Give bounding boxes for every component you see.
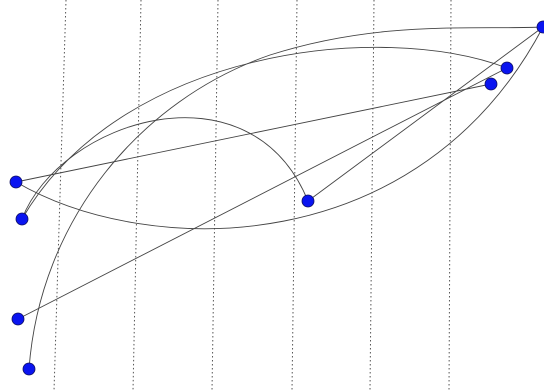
node-dot-7[interactable] xyxy=(500,61,514,75)
edge-curve-bottom-arc xyxy=(15,26,544,230)
guide-line-4 xyxy=(291,0,298,391)
guide-line-3 xyxy=(211,0,219,391)
node-dot-1[interactable] xyxy=(9,175,23,189)
edge-line-a xyxy=(15,83,492,183)
straight-edges xyxy=(15,26,544,320)
curved-edges xyxy=(15,26,544,370)
edge-curve-left-sweep xyxy=(28,26,544,370)
node-dot-6[interactable] xyxy=(484,77,498,91)
guide-line-2 xyxy=(132,0,142,391)
edge-curve-top-arc xyxy=(21,46,508,220)
node-dot-8[interactable] xyxy=(536,20,544,34)
node-dot-4[interactable] xyxy=(22,362,36,376)
guide-line-5 xyxy=(369,0,375,391)
guide-line-6 xyxy=(448,0,452,391)
node-layer xyxy=(9,20,544,376)
edge-line-b xyxy=(17,67,508,320)
node-dot-5[interactable] xyxy=(301,194,315,208)
guide-lines xyxy=(53,0,452,391)
node-dot-3[interactable] xyxy=(11,312,25,326)
edge-line-c xyxy=(307,26,544,202)
edge-curve-inner-arc xyxy=(21,117,309,220)
node-dot-2[interactable] xyxy=(15,212,29,226)
guide-line-1 xyxy=(53,0,67,391)
